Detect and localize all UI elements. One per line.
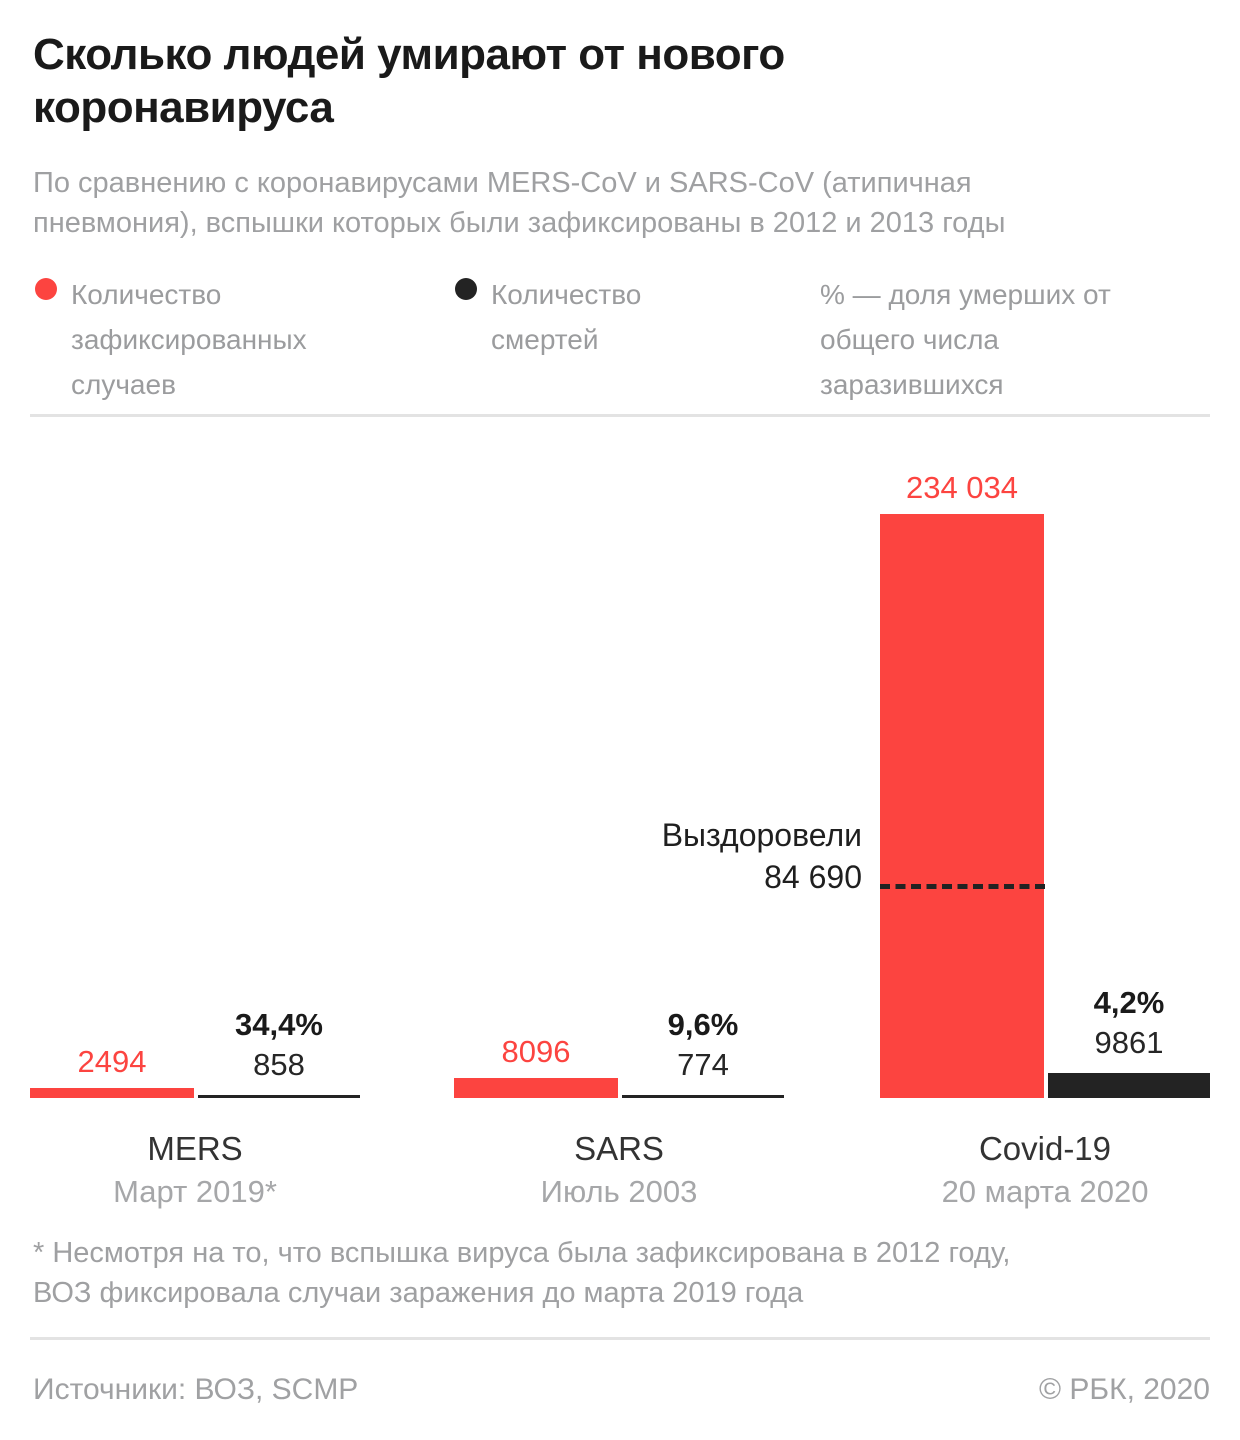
cases-value-label: 234 034 — [905, 470, 1019, 505]
page-title: Сколько людей умирают от нового коронави… — [33, 30, 785, 132]
fatality-pct-label: 4,2% — [1093, 985, 1165, 1020]
deaths-value-label: 774 — [677, 1047, 729, 1082]
recovered-dashed-line — [880, 884, 1045, 889]
deaths-labels: 9,6% 774 — [622, 1005, 784, 1085]
copyright-label: © РБК, 2020 — [1038, 1373, 1210, 1406]
deaths-value-label: 858 — [253, 1047, 305, 1082]
footnote-line-1: * Несмотря на то, что вспышка вируса был… — [33, 1237, 1011, 1269]
group-name-label: MERS — [147, 1130, 243, 1167]
group-name-label: Covid-19 — [978, 1130, 1112, 1167]
footnote: * Несмотря на то, что вспышка вируса был… — [33, 1233, 1010, 1313]
legend-item-percent-note: % — доля умерших от общего числа заразив… — [820, 272, 1120, 407]
recovered-value-label: 84 690 — [764, 859, 862, 895]
top-divider — [30, 414, 1210, 417]
footnote-line-2: ВОЗ фиксировала случаи заражения до март… — [33, 1277, 804, 1309]
deaths-bar — [1048, 1073, 1210, 1098]
cases-value-label: 8096 — [501, 1034, 571, 1069]
footer: Источники: ВОЗ, SCMP © РБК, 2020 — [33, 1373, 1210, 1407]
bar-chart: 2494 34,4% 858 MERS Март 2019* 8096 9,6%… — [0, 430, 1240, 1220]
group-date-label: 20 марта 2020 — [941, 1174, 1149, 1209]
legend: Количество зафиксированных случаев Колич… — [0, 272, 1240, 402]
legend-item-deaths: Количество смертей — [455, 272, 711, 362]
black-dot-icon — [455, 278, 477, 300]
fatality-pct-label: 9,6% — [667, 1007, 739, 1042]
group-name-label: SARS — [574, 1130, 664, 1167]
bottom-divider — [30, 1337, 1210, 1340]
deaths-bar — [198, 1095, 360, 1098]
recovered-label: Выздоровели — [661, 817, 862, 853]
cases-value-label: 2494 — [77, 1044, 147, 1079]
fatality-pct-label: 34,4% — [235, 1007, 323, 1042]
cases-bar — [454, 1078, 618, 1098]
cases-bar — [30, 1088, 194, 1098]
red-dot-icon — [35, 278, 57, 300]
legend-item-cases: Количество зафиксированных случаев — [35, 272, 371, 407]
bar-group-sars: 8096 9,6% 774 SARS Июль 2003 — [454, 430, 784, 1220]
legend-percent-note: % — доля умерших от общего числа заразив… — [820, 279, 1111, 400]
legend-deaths-label: Количество смертей — [491, 279, 642, 355]
legend-cases-label: Количество зафиксированных случаев — [71, 279, 307, 400]
deaths-value-label: 9861 — [1094, 1025, 1164, 1060]
group-date-label: Март 2019* — [113, 1174, 277, 1209]
cases-bar — [880, 514, 1044, 1098]
sources-label: Источники: ВОЗ, SCMP — [33, 1373, 359, 1406]
deaths-labels: 4,2% 9861 — [1048, 983, 1210, 1063]
page-subtitle: По сравнению с коронавирусами MERS-CoV и… — [33, 167, 1006, 239]
bar-group-covid19: 234 034 4,2% 9861 Covid-19 20 марта 2020 — [880, 430, 1210, 1220]
group-date-label: Июль 2003 — [540, 1174, 698, 1209]
deaths-bar — [622, 1095, 784, 1098]
bar-group-mers: 2494 34,4% 858 MERS Март 2019* — [30, 430, 360, 1220]
deaths-labels: 34,4% 858 — [198, 1005, 360, 1085]
recovered-annotation: Выздоровели 84 690 — [662, 814, 862, 898]
